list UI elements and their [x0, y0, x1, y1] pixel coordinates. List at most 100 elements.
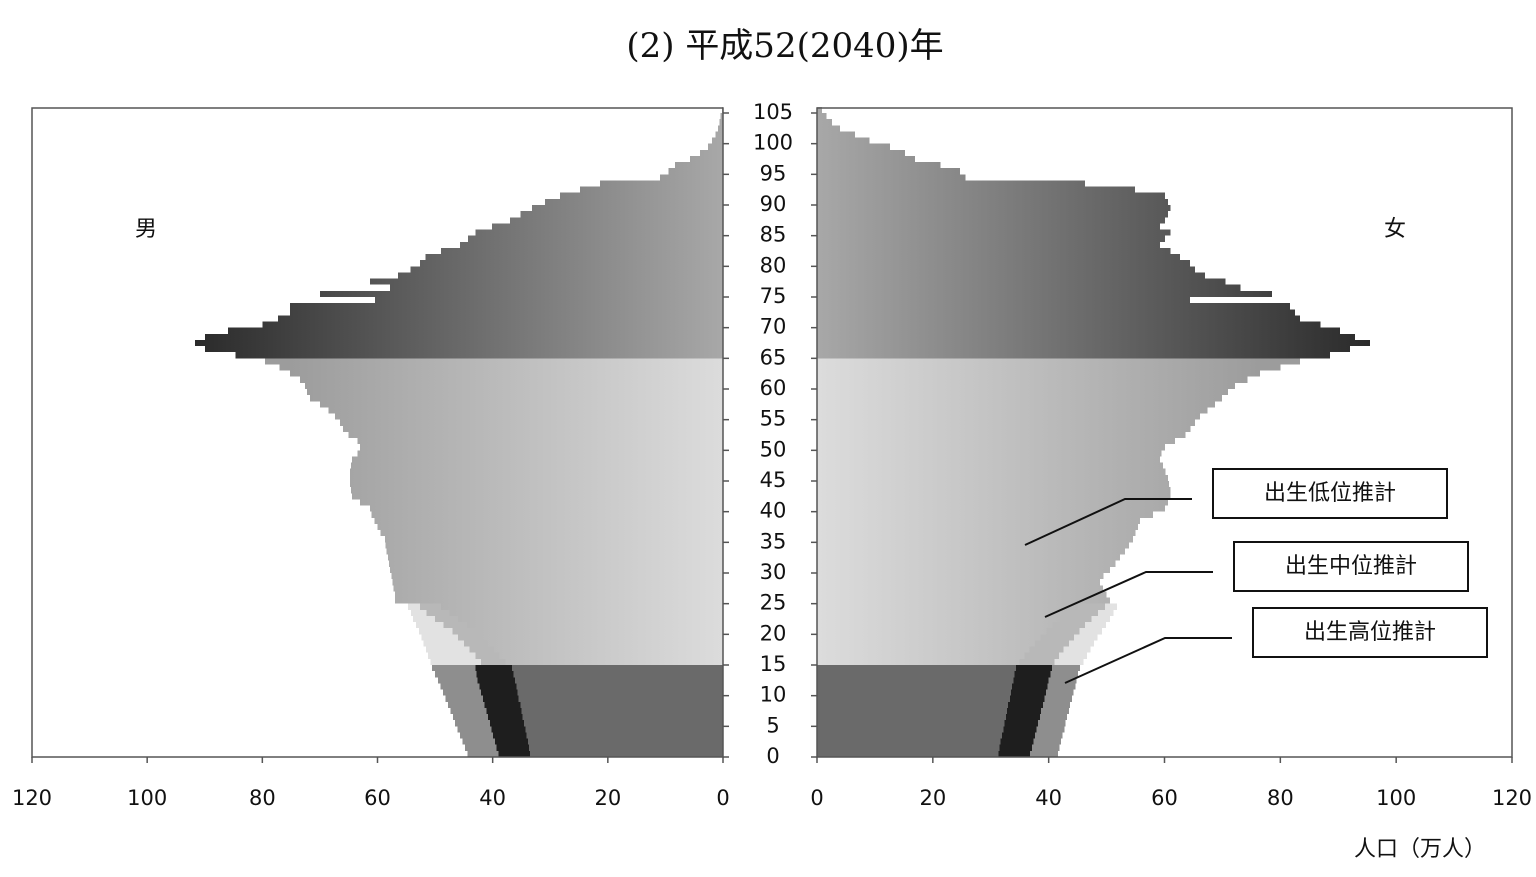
bar — [817, 530, 1136, 537]
bar — [817, 389, 1229, 396]
bar — [360, 444, 723, 451]
bar — [377, 523, 723, 531]
bar — [817, 714, 1006, 721]
y-tick-label: 50 — [760, 437, 787, 461]
y-tick-label: 25 — [760, 591, 787, 615]
bar — [817, 235, 1166, 242]
bar — [717, 125, 723, 132]
bar — [817, 162, 941, 169]
y-tick-label: 10 — [760, 683, 787, 707]
bar — [394, 591, 723, 598]
bar — [817, 579, 1101, 586]
bar — [817, 726, 1004, 733]
bar — [482, 634, 723, 641]
bar — [817, 211, 1168, 218]
x-axis-label: 人口（万人） — [1354, 837, 1486, 862]
bar — [817, 622, 1053, 629]
bar — [817, 689, 1012, 696]
bar — [715, 131, 723, 138]
bar — [349, 468, 723, 475]
bar — [817, 339, 1371, 347]
bar — [513, 671, 723, 678]
bar — [817, 241, 1160, 248]
y-tick-label: 95 — [760, 161, 787, 185]
bar — [545, 198, 723, 205]
bar — [279, 364, 723, 371]
bar — [817, 701, 1009, 708]
bar — [675, 162, 723, 169]
x-tick-label: 0 — [810, 786, 823, 810]
y-tick-label: 35 — [760, 529, 787, 553]
bar — [194, 339, 724, 347]
bar — [390, 566, 723, 573]
callout-line — [1024, 498, 1192, 546]
bar — [817, 174, 966, 181]
bar — [515, 677, 723, 684]
bar — [817, 125, 841, 132]
bar — [492, 223, 723, 230]
bar — [351, 462, 723, 469]
bar — [391, 573, 723, 580]
bar — [817, 131, 856, 138]
callout-line — [1044, 571, 1213, 618]
bar — [817, 413, 1200, 420]
bar — [352, 456, 723, 463]
bar — [817, 137, 870, 144]
y-tick-label: 60 — [760, 376, 787, 400]
bar — [817, 113, 827, 120]
bar — [817, 419, 1196, 426]
bar — [699, 149, 723, 156]
y-tick-label: 15 — [760, 652, 787, 676]
y-tick-label: 85 — [760, 223, 787, 247]
callout-box — [1252, 607, 1488, 658]
bar — [521, 707, 723, 715]
bar — [817, 254, 1181, 261]
y-tick-label: 30 — [760, 560, 787, 584]
bar — [386, 548, 723, 555]
x-tick-label: 60 — [364, 786, 391, 810]
bar — [817, 462, 1163, 469]
bar — [235, 352, 723, 359]
bar — [817, 591, 1107, 598]
x-tick-label: 80 — [249, 786, 276, 810]
bar — [817, 536, 1134, 543]
bar — [708, 143, 723, 150]
bar — [817, 499, 1168, 506]
bar — [509, 217, 723, 224]
bar — [817, 321, 1321, 328]
bar — [817, 597, 1111, 604]
bar — [499, 652, 723, 659]
bar — [817, 303, 1291, 310]
bar — [817, 229, 1171, 236]
x-tick-label: 120 — [12, 786, 52, 810]
bar — [459, 241, 723, 248]
bar — [277, 315, 723, 322]
chart-title: (2) 平成52(2040)年 — [626, 26, 943, 66]
bar — [719, 119, 723, 126]
bar — [817, 720, 1005, 727]
bar — [817, 192, 1166, 199]
bar — [340, 419, 723, 426]
bar — [265, 358, 723, 365]
bar — [817, 395, 1222, 402]
bar — [370, 505, 723, 512]
bar — [817, 278, 1226, 285]
x-tick-label: 100 — [1376, 786, 1416, 810]
x-tick-label: 20 — [594, 786, 621, 810]
bar — [817, 180, 1086, 187]
bar — [712, 137, 723, 144]
bar — [349, 481, 723, 488]
y-tick-label: 100 — [753, 131, 793, 155]
bar — [817, 523, 1138, 531]
y-tick-label: 80 — [760, 253, 787, 277]
bar — [289, 303, 723, 310]
bar — [817, 444, 1166, 451]
y-tick-label: 70 — [760, 315, 787, 339]
bar — [518, 695, 723, 702]
bar — [817, 603, 1078, 610]
bar — [817, 511, 1153, 518]
bar — [334, 413, 723, 420]
bar — [817, 352, 1331, 359]
bar — [348, 431, 723, 439]
